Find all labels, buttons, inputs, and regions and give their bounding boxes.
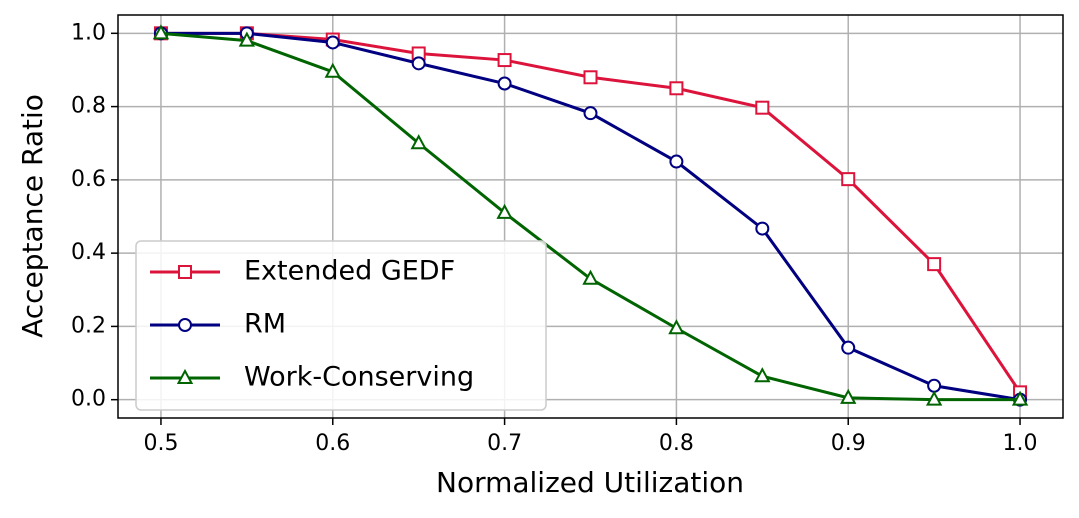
data-point	[324, 62, 341, 78]
data-point	[583, 106, 598, 121]
x-tick-label: 0.5	[143, 431, 178, 456]
legend-box	[135, 240, 547, 411]
plot-frame	[117, 14, 1064, 419]
data-point	[582, 269, 599, 285]
x-tick-label: 0.8	[659, 431, 694, 456]
x-tick-label: 0.9	[831, 431, 866, 456]
data-point	[669, 81, 684, 96]
data-point	[925, 390, 943, 406]
x-tick-label: 1.0	[1003, 431, 1038, 456]
data-point	[497, 53, 512, 68]
y-axis-label: Acceptance Ratio	[16, 94, 49, 338]
data-point	[669, 154, 684, 169]
y-tick-label: 0.8	[71, 94, 106, 119]
data-point	[755, 221, 770, 236]
data-point	[410, 134, 427, 150]
y-tick-label: 0.4	[71, 240, 106, 265]
data-point	[238, 31, 256, 47]
y-tick-label: 0.0	[71, 387, 106, 412]
legend-label: Extended GEDF	[244, 256, 455, 287]
legend-marker	[176, 368, 194, 384]
y-tick-label: 1.0	[71, 20, 106, 45]
data-point	[755, 100, 770, 115]
data-point	[325, 35, 340, 50]
legend-label: Work-Conserving	[244, 362, 474, 393]
data-point	[668, 319, 685, 335]
data-point	[152, 24, 170, 40]
x-tick-label: 0.7	[487, 431, 522, 456]
data-point	[1011, 390, 1029, 406]
data-point	[927, 257, 942, 272]
data-point	[841, 340, 856, 355]
data-point	[840, 388, 857, 404]
data-point	[841, 172, 856, 187]
data-point	[583, 70, 598, 85]
y-tick-label: 0.6	[71, 167, 106, 192]
data-point	[497, 76, 512, 91]
data-point	[496, 203, 513, 219]
y-tick-label: 0.2	[71, 313, 106, 338]
legend-label: RM	[244, 309, 286, 340]
legend-marker	[178, 265, 192, 279]
data-point	[411, 56, 426, 71]
data-point	[927, 378, 942, 393]
legend-marker	[178, 318, 192, 332]
x-axis-label: Normalized Utilization	[436, 466, 744, 499]
data-point	[754, 367, 771, 383]
x-tick-label: 0.6	[315, 431, 350, 456]
